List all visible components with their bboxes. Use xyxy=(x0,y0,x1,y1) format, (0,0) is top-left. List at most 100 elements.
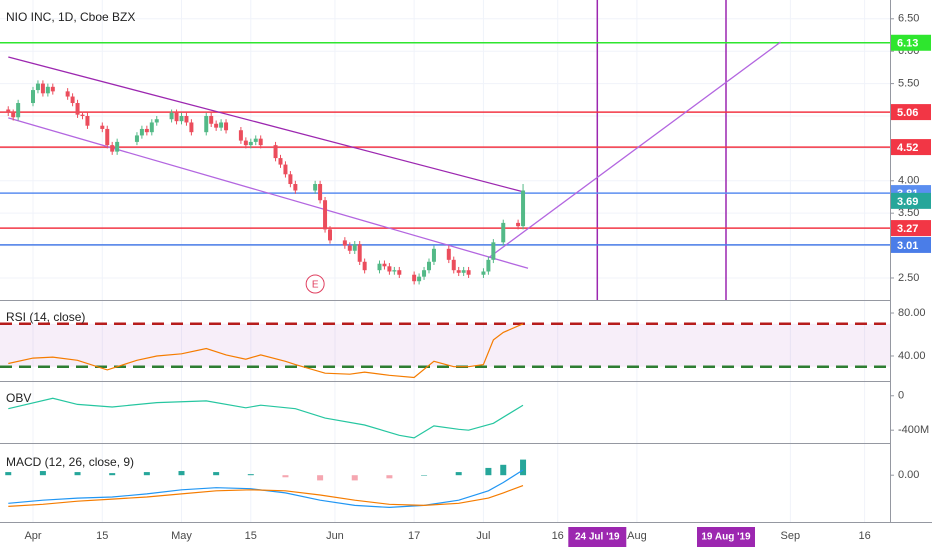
candle-body xyxy=(214,123,219,128)
candle-body xyxy=(427,261,431,271)
indicator-title: RSI (14, close) xyxy=(6,310,85,324)
candle-body xyxy=(85,115,90,126)
candle-body xyxy=(154,119,159,123)
y-tick-label: 4.00 xyxy=(898,175,919,187)
macd-line xyxy=(8,469,524,509)
candle-body xyxy=(35,83,40,91)
candle-body xyxy=(224,122,229,131)
earnings-label: E xyxy=(312,280,319,291)
x-tick-label: Aug xyxy=(627,530,647,542)
histogram-bar xyxy=(74,472,81,476)
y-tick-label: 0 xyxy=(898,390,904,402)
candle-body xyxy=(174,112,179,122)
candle-body xyxy=(204,115,209,133)
candle-body xyxy=(397,270,402,275)
candle-body xyxy=(179,115,184,122)
candle-body xyxy=(169,112,174,120)
x-tick-label: Jun xyxy=(326,530,344,542)
candle-body xyxy=(352,244,357,251)
candle-body xyxy=(139,128,144,136)
date-label: 24 Jul '19 xyxy=(575,532,620,543)
x-tick-label: Sep xyxy=(781,530,801,542)
price-label: 3.69 xyxy=(897,196,918,208)
candle-body xyxy=(451,259,456,271)
histogram-bar xyxy=(213,472,220,476)
candle-body xyxy=(328,229,332,241)
histogram-bar xyxy=(500,464,507,476)
candle-body xyxy=(422,270,427,277)
candle-body xyxy=(446,248,451,260)
price-label: 3.27 xyxy=(897,223,918,235)
x-tick-label: 16 xyxy=(858,530,870,542)
candle-body xyxy=(219,122,224,128)
histogram-bar xyxy=(520,459,527,476)
candle-body xyxy=(313,184,318,191)
rsi-band xyxy=(0,323,890,367)
histogram-bar xyxy=(485,467,492,476)
price-label: 6.13 xyxy=(897,38,918,50)
y-tick-label: 40.00 xyxy=(898,350,926,362)
price-label-box xyxy=(891,220,931,237)
candle-body xyxy=(382,263,387,267)
candle-body xyxy=(209,115,214,124)
candle-body xyxy=(189,122,194,133)
price-label-box xyxy=(891,34,931,51)
histogram-bar xyxy=(143,472,150,476)
price-label-box xyxy=(891,104,931,121)
candle-body xyxy=(80,114,85,116)
candle-body xyxy=(481,271,486,275)
trend-line xyxy=(8,56,524,193)
x-tick-label: 15 xyxy=(96,530,108,542)
candle-body xyxy=(293,184,298,191)
candle-body xyxy=(456,270,461,273)
candle-body xyxy=(516,222,521,227)
candle-body xyxy=(491,242,496,260)
x-tick-label: May xyxy=(171,530,192,542)
indicator-title: MACD (12, 26, close, 9) xyxy=(6,455,134,469)
candle-body xyxy=(149,122,154,133)
x-tick-label: Jul xyxy=(476,530,490,542)
candle-body xyxy=(288,174,293,185)
histogram-bar xyxy=(455,472,462,476)
y-tick-label: 5.50 xyxy=(898,77,919,89)
candle-body xyxy=(273,145,278,159)
trend-line xyxy=(8,117,529,269)
candle-body xyxy=(392,270,397,272)
price-label: 3.01 xyxy=(897,240,918,252)
candle-body xyxy=(6,109,11,113)
date-label-box xyxy=(568,527,627,547)
x-tick-label: 15 xyxy=(245,530,257,542)
histogram-bar xyxy=(109,473,116,476)
indicator-title: OBV xyxy=(6,391,31,405)
price-label: 4.52 xyxy=(897,142,918,154)
trend-line xyxy=(488,41,781,259)
y-tick-label: -400M xyxy=(898,424,929,436)
candle-body xyxy=(362,261,367,271)
candle-body xyxy=(501,222,506,243)
price-label-box xyxy=(891,236,931,253)
candle-body xyxy=(40,83,45,94)
candle-body xyxy=(16,103,21,118)
x-tick-label: 16 xyxy=(552,530,564,542)
candle-body xyxy=(377,263,382,271)
candle-body xyxy=(11,112,16,118)
price-label: 5.06 xyxy=(897,107,918,119)
price-label-box xyxy=(891,192,931,209)
histogram-bar xyxy=(351,475,358,481)
date-label: 19 Aug '19 xyxy=(701,532,751,543)
y-tick-label: 2.50 xyxy=(898,272,919,284)
candle-body xyxy=(65,91,70,97)
candle-body xyxy=(45,86,50,94)
candle-body xyxy=(258,138,263,146)
candle-body xyxy=(243,140,248,146)
x-tick-label: 17 xyxy=(408,530,420,542)
histogram-bar xyxy=(178,471,185,476)
histogram-bar xyxy=(5,472,12,476)
y-tick-label: 80.00 xyxy=(898,307,926,319)
candle-body xyxy=(461,270,466,273)
candle-body xyxy=(238,130,243,141)
price-label-box xyxy=(891,139,931,156)
